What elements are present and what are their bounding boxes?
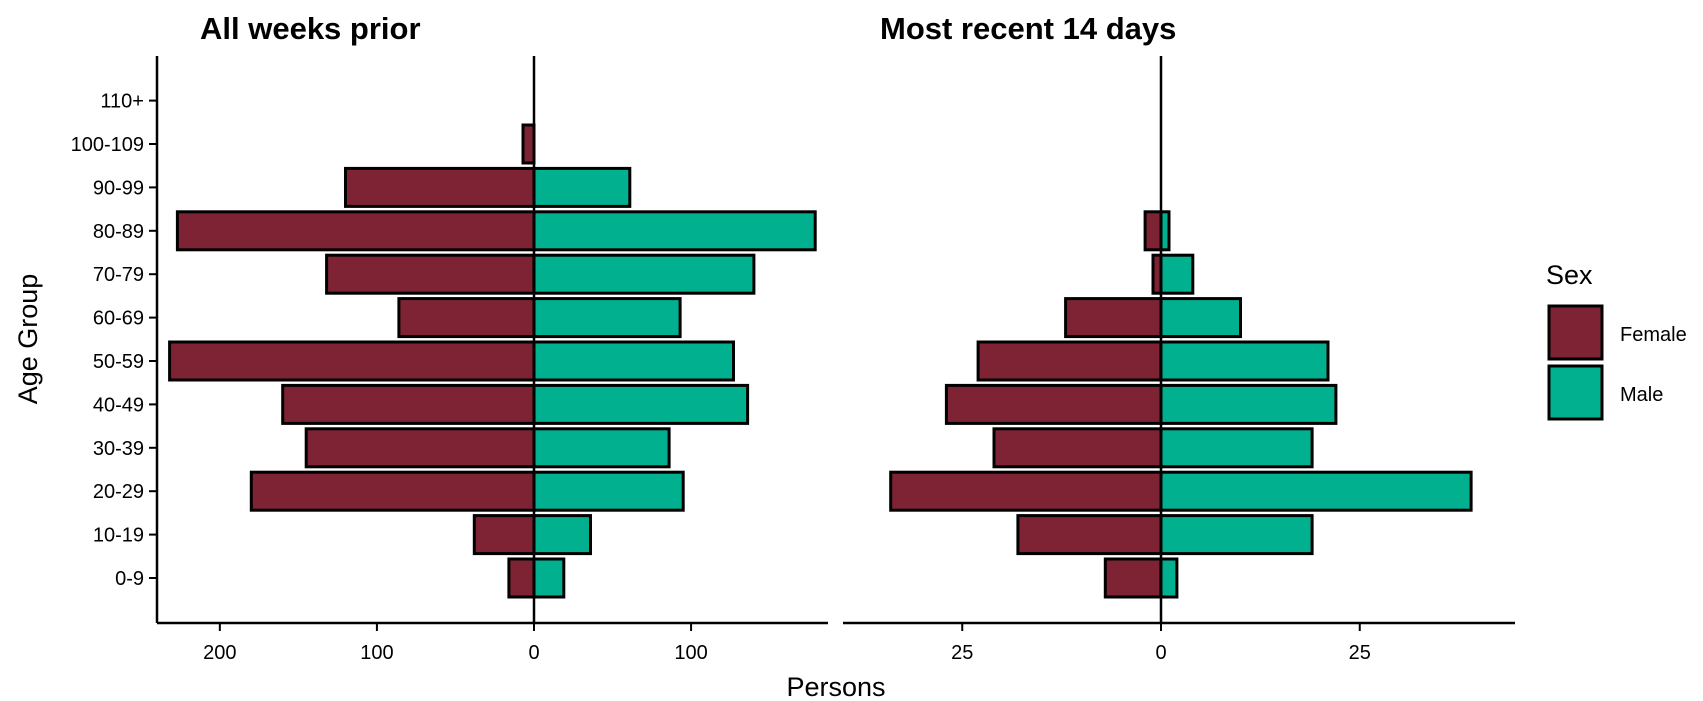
y-axis-title: Age Group: [13, 274, 43, 405]
y-tick-label: 30-39: [93, 438, 144, 460]
y-tick-label: 0-9: [115, 568, 144, 590]
bar-female-10-19: [472, 514, 536, 556]
bar-male-50-59: [532, 340, 735, 382]
x-tick-label: 0: [1155, 642, 1166, 664]
x-tick-label: 200: [203, 642, 236, 664]
bar-female-60-69: [1064, 297, 1163, 339]
y-tick-label: 40-49: [93, 394, 144, 416]
bar-female-0-9: [1103, 557, 1163, 599]
bar-female-40-49: [944, 383, 1163, 425]
bar-female-60-69: [397, 297, 536, 339]
y-tick-label: 90-99: [93, 177, 144, 199]
y-tick-label: 80-89: [93, 221, 144, 243]
bar-female-50-59: [976, 340, 1163, 382]
bar-female-80-89: [1143, 210, 1163, 252]
y-tick-label: 110+: [100, 91, 144, 113]
bar-male-10-19: [532, 514, 592, 556]
y-tick-label: 10-19: [93, 525, 144, 547]
bar-female-20-29: [249, 470, 536, 512]
x-tick-label: 25: [951, 642, 973, 664]
y-tick-label: 100-109: [71, 134, 144, 156]
bar-female-70-79: [325, 253, 536, 295]
bar-male-40-49: [1159, 383, 1338, 425]
legend-title: Sex: [1546, 260, 1593, 290]
panel-title: All weeks prior: [200, 11, 421, 46]
y-tick-label: 50-59: [93, 351, 144, 373]
legend-swatch-female: [1547, 304, 1604, 361]
bar-female-100-109: [521, 123, 536, 165]
bar-male-30-39: [1159, 427, 1314, 469]
bar-male-0-9: [1159, 557, 1179, 599]
legend-swatch-male: [1547, 364, 1604, 421]
bar-female-90-99: [344, 166, 536, 208]
bar-male-90-99: [532, 166, 632, 208]
x-tick-label: 100: [674, 642, 707, 664]
bar-female-40-49: [281, 383, 536, 425]
bar-male-70-79: [1159, 253, 1195, 295]
bar-male-70-79: [532, 253, 756, 295]
bar-female-0-9: [507, 557, 536, 599]
bar-male-0-9: [532, 557, 566, 599]
bar-male-20-29: [1159, 470, 1473, 512]
bar-female-10-19: [1016, 514, 1163, 556]
x-axis-title: Persons: [786, 672, 885, 701]
bar-female-30-39: [304, 427, 536, 469]
x-tick-label: 0: [528, 642, 539, 664]
panel-title: Most recent 14 days: [880, 11, 1176, 46]
legend-label-male: Male: [1620, 384, 1663, 406]
y-tick-label: 60-69: [93, 308, 144, 330]
bar-male-50-59: [1159, 340, 1330, 382]
bar-male-60-69: [1159, 297, 1242, 339]
bar-male-10-19: [1159, 514, 1314, 556]
bar-male-80-89: [532, 210, 817, 252]
bar-female-50-59: [168, 340, 536, 382]
legend-label-female: Female: [1620, 324, 1687, 346]
bar-female-30-39: [992, 427, 1163, 469]
y-tick-label: 20-29: [93, 481, 144, 503]
bar-female-20-29: [889, 470, 1163, 512]
bar-female-80-89: [175, 210, 536, 252]
x-tick-label: 100: [360, 642, 393, 664]
bar-male-20-29: [532, 470, 685, 512]
bar-male-60-69: [532, 297, 682, 339]
bar-male-40-49: [532, 383, 750, 425]
bar-male-30-39: [532, 427, 671, 469]
y-tick-label: 70-79: [93, 264, 144, 286]
x-tick-label: 25: [1349, 642, 1371, 664]
